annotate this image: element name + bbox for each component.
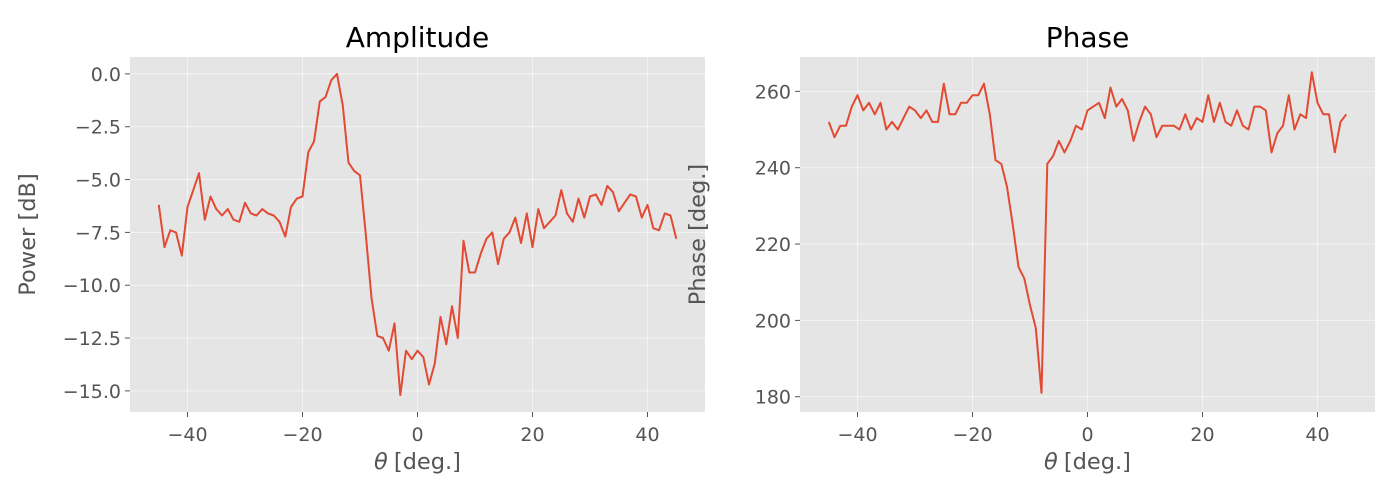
amplitude-y-tick-label: −15.0	[63, 381, 121, 403]
amplitude-x-tick-label: −40	[167, 424, 207, 446]
amplitude-grid	[130, 57, 705, 412]
amplitude-x-axis-symbol: θ	[374, 449, 388, 475]
amplitude-y-tick-label: 0.0	[91, 64, 121, 86]
phase-ticks: −40 −20 0 20 40 180 200 220 240 260	[755, 81, 1330, 446]
phase-axes: −40 −20 0 20 40 180 200 220 240 260 Phase θ [deg.]…	[685, 21, 1375, 475]
amplitude-x-axis-label: θ [deg.]	[374, 449, 461, 475]
phase-y-tick-label: 220	[755, 234, 791, 256]
phase-y-tick-label: 180	[755, 387, 791, 409]
amplitude-y-tick-label: −5.0	[75, 170, 121, 192]
amplitude-x-tick-label: 20	[520, 424, 544, 446]
amplitude-y-tick-label: −2.5	[75, 117, 121, 139]
phase-x-tick-label: −20	[952, 424, 992, 446]
phase-series	[827, 71, 1348, 394]
phase-x-axis-label: θ [deg.]	[1044, 449, 1131, 475]
phase-x-axis-unit: [deg.]	[1064, 449, 1131, 475]
amplitude-title: Amplitude	[346, 21, 490, 54]
phase-series-line	[827, 71, 1348, 394]
phase-grid	[800, 57, 1375, 412]
amplitude-y-tick-label: −12.5	[63, 328, 121, 350]
phase-y-axis-label: Phase [deg.]	[685, 164, 711, 305]
phase-x-tick-label: 20	[1190, 424, 1214, 446]
amplitude-x-axis-unit: [deg.]	[394, 449, 461, 475]
phase-x-tick-label: 40	[1305, 424, 1329, 446]
phase-title: Phase	[1046, 21, 1130, 54]
amplitude-x-tick-label: 0	[411, 424, 423, 446]
amplitude-y-axis-label: Power [dB]	[15, 173, 41, 295]
amplitude-y-tick-label: −7.5	[75, 222, 121, 244]
amplitude-ticks: −40 −20 0 20 40 0.0 −2.5 −5.0 −7.5 −10.0 −12.5 −15.…	[63, 64, 660, 446]
amplitude-series-line	[157, 72, 678, 397]
amplitude-series	[157, 72, 678, 397]
phase-y-tick-label: 260	[755, 81, 791, 103]
phase-x-axis-symbol: θ	[1044, 449, 1058, 475]
amplitude-y-tick-label: −10.0	[63, 275, 121, 297]
phase-x-tick-label: −40	[837, 424, 877, 446]
phase-y-tick-label: 240	[755, 158, 791, 180]
amplitude-x-tick-label: −20	[282, 424, 322, 446]
phase-x-tick-label: 0	[1081, 424, 1093, 446]
amplitude-axes: −40 −20 0 20 40 0.0 −2.5 −5.0 −7.5 −10.0 −12.5 −15.…	[15, 21, 705, 475]
phase-y-tick-label: 200	[755, 310, 791, 332]
amplitude-x-tick-label: 40	[635, 424, 659, 446]
